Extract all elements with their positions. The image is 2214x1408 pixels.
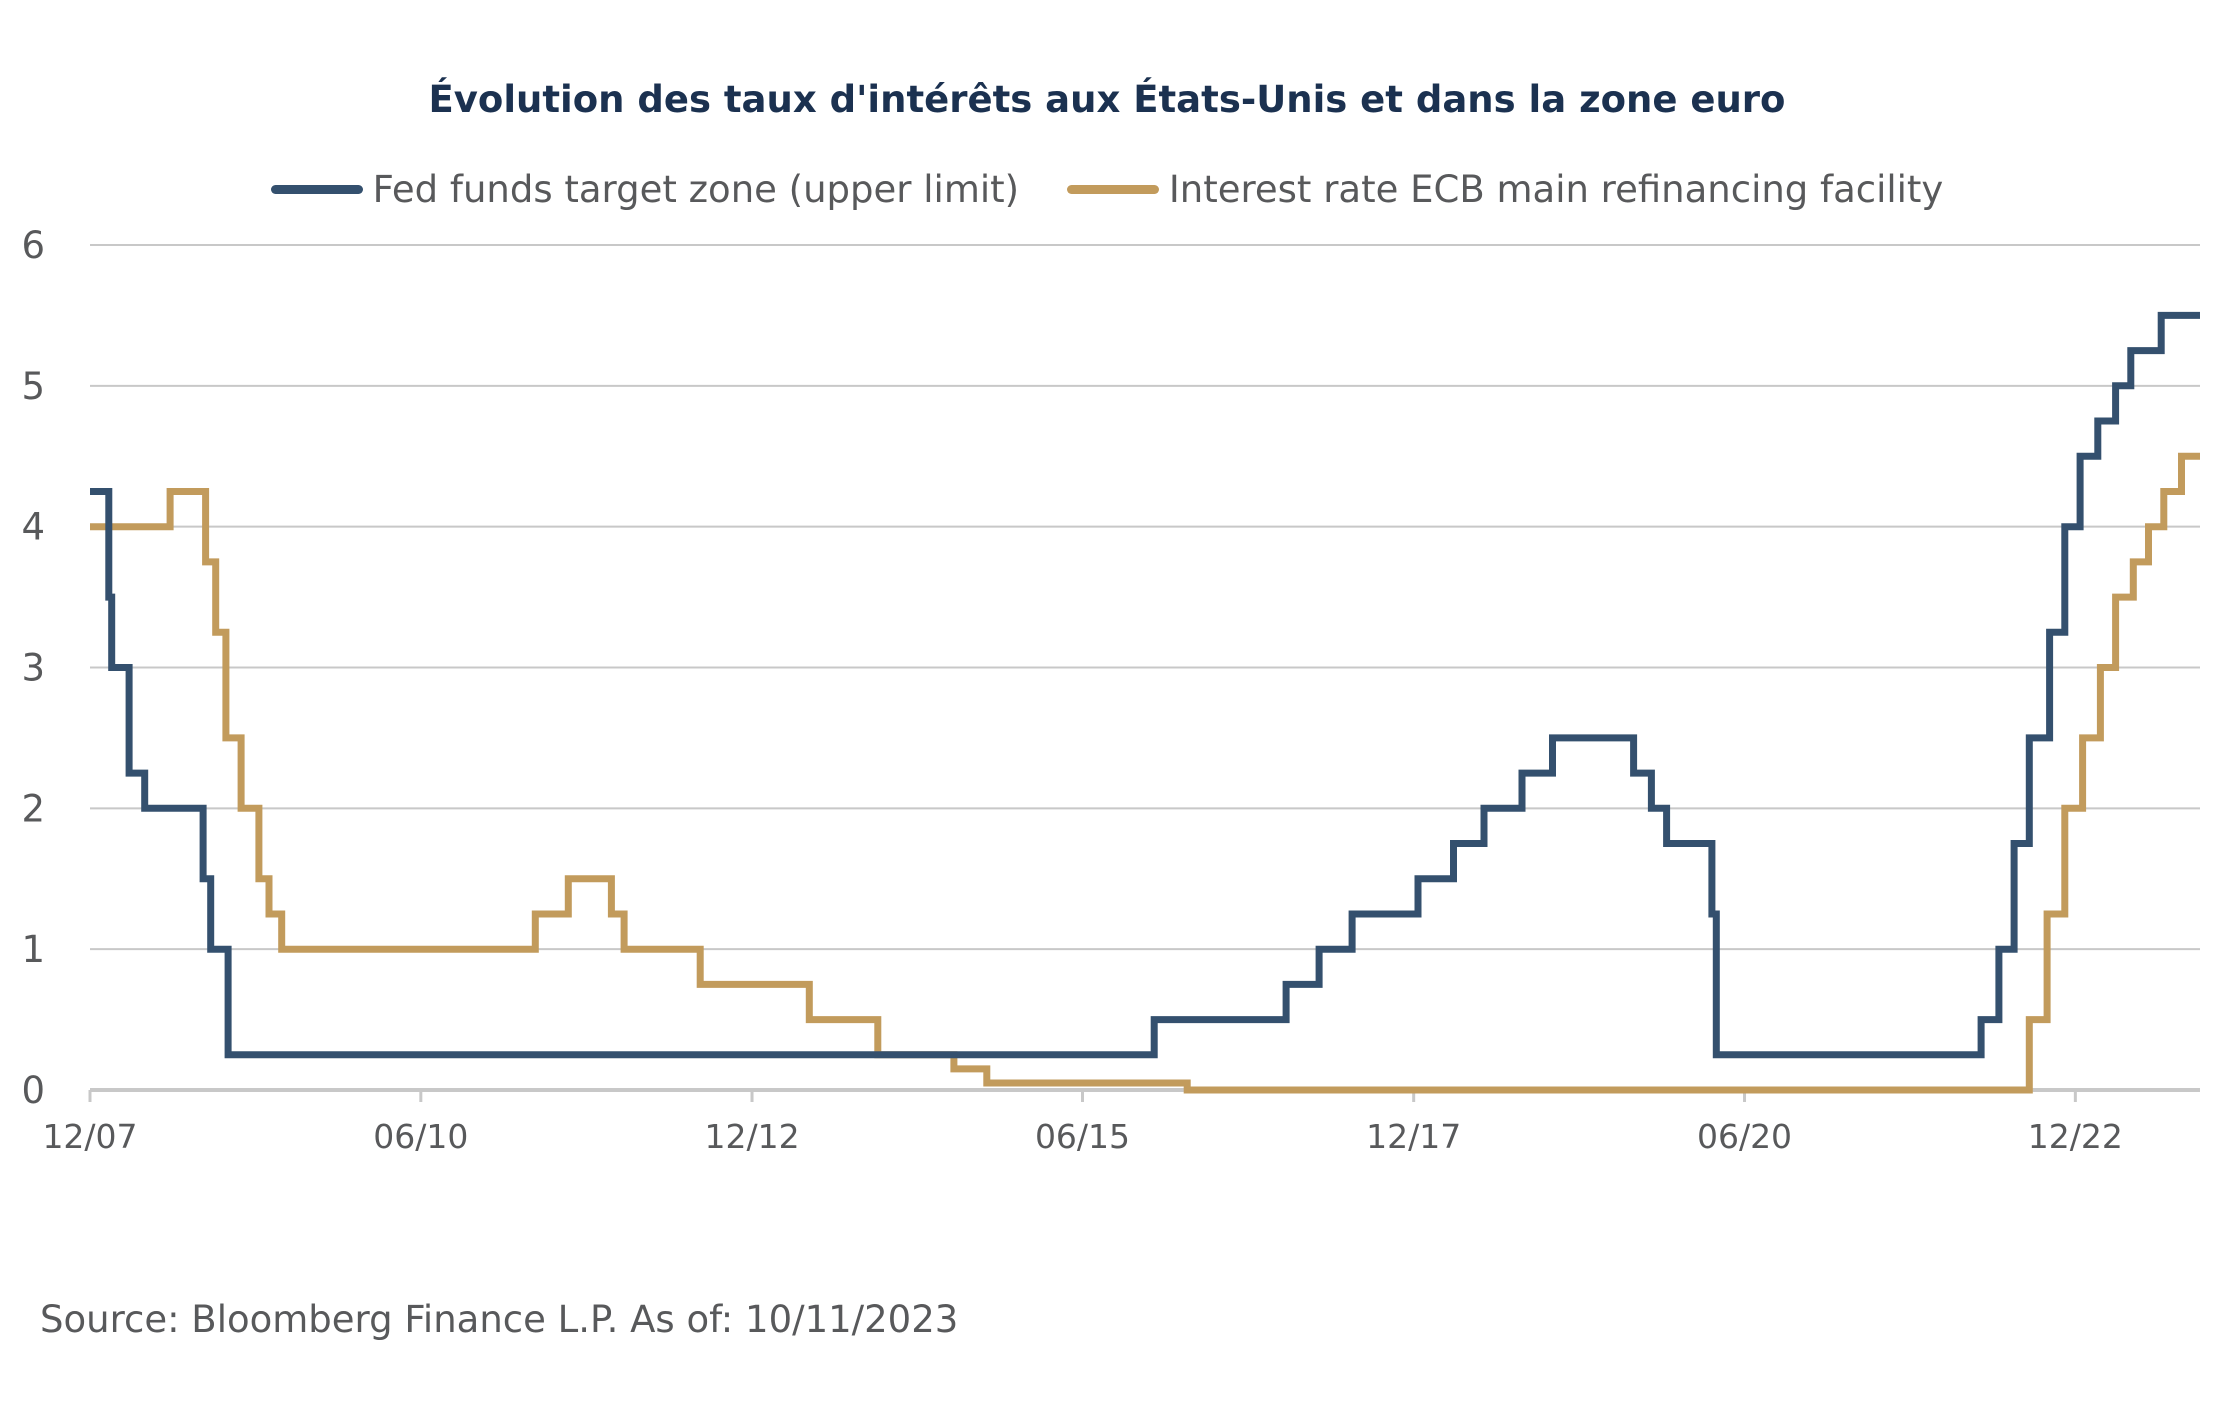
y-axis-ticks: 0 1 2 3 4 5 6 [21,224,45,1112]
legend-swatch-fed [270,185,363,194]
y-tick-label: 6 [21,224,45,267]
y-tick-label: 2 [21,787,45,830]
chart-title: Évolution des taux d'intérêts aux États-… [428,78,1786,121]
legend-swatch-ecb [1066,185,1159,194]
x-tick-label: 06/10 [373,1117,468,1156]
source-note: Source: Bloomberg Finance L.P. As of: 10… [40,1298,959,1341]
x-tick-label: 12/17 [1366,1117,1461,1156]
gridlines [90,244,2200,951]
series-line-0 [90,311,2200,1059]
legend-label-ecb: Interest rate ECB main refinancing facil… [1168,168,1944,211]
legend-item-fed: Fed funds target zone (upper limit) [270,168,1020,211]
x-tick-label: 06/20 [1697,1117,1792,1156]
y-tick-label: 0 [21,1069,45,1112]
y-tick-label: 5 [21,365,45,408]
y-tick-label: 3 [21,647,45,690]
series-lines [90,311,2200,1094]
legend: Fed funds target zone (upper limit) Inte… [0,160,2214,211]
legend-item-ecb: Interest rate ECB main refinancing facil… [1066,168,1944,211]
x-tick-label: 12/07 [42,1117,137,1156]
x-tick-label: 12/22 [2028,1117,2123,1156]
legend-label-fed: Fed funds target zone (upper limit) [372,168,1020,211]
x-tick-label: 12/12 [704,1117,799,1156]
series-line-1 [90,452,2200,1094]
y-tick-label: 1 [21,928,45,971]
y-tick-label: 4 [21,506,45,549]
x-tick-label: 06/15 [1035,1117,1130,1156]
x-axis: 12/07 06/10 12/12 06/15 12/17 06/20 12/22 [42,1088,2200,1156]
